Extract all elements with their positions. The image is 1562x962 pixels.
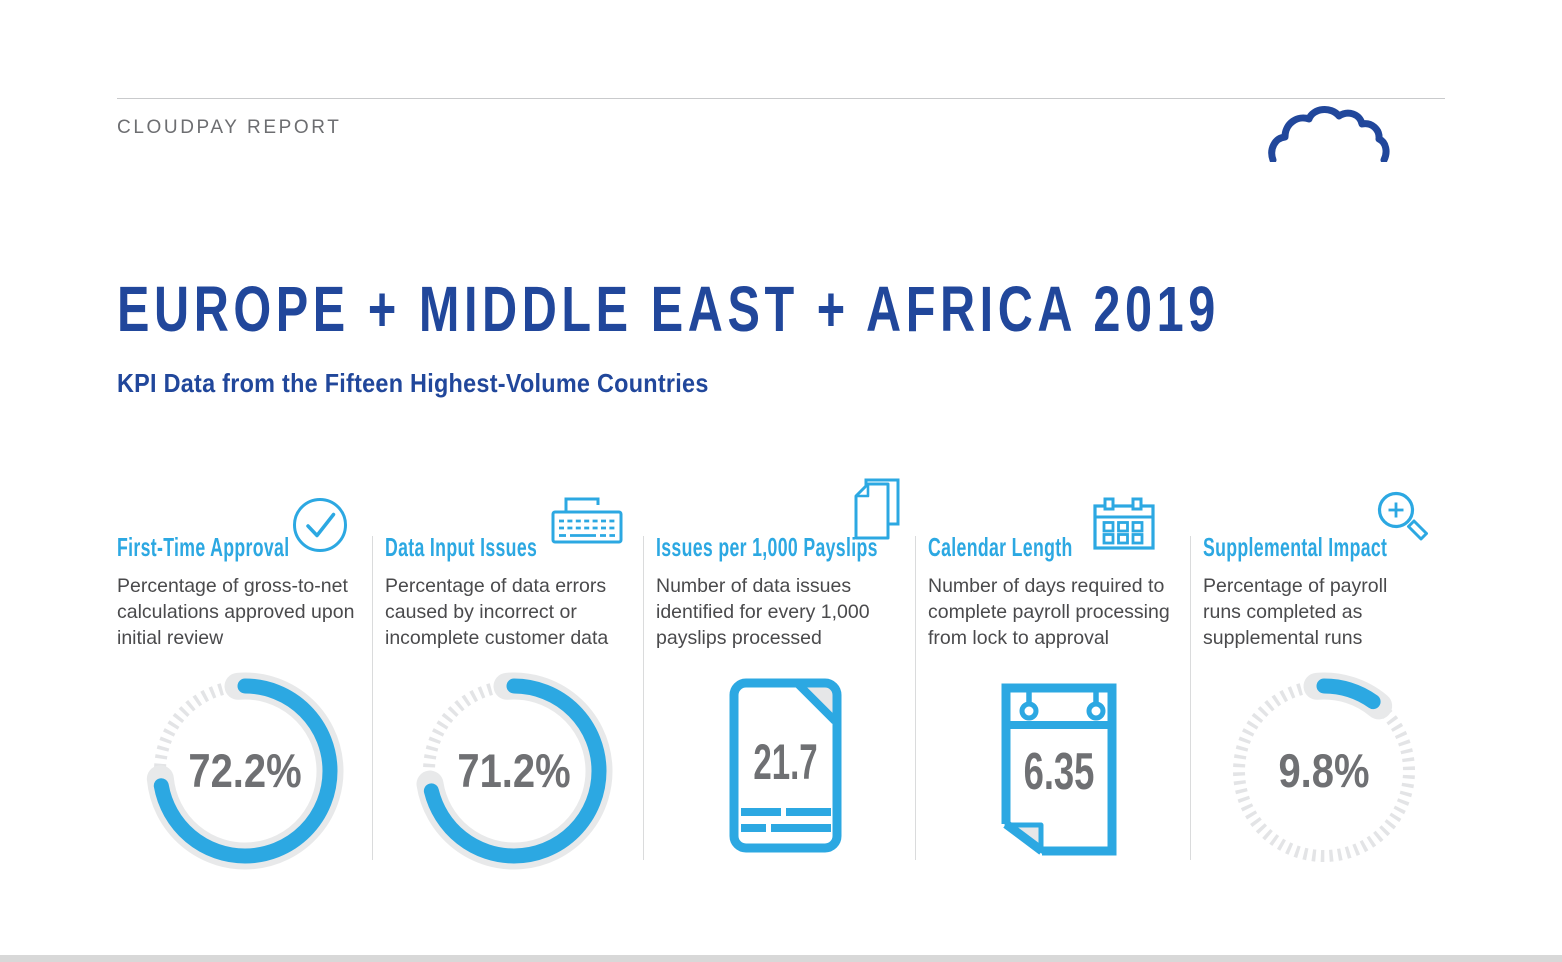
card-description: Number of days required to complete payr… (928, 575, 1170, 649)
kpi-value: 71.2% (457, 744, 571, 798)
calendar-icon (1093, 496, 1155, 555)
card-description: Number of data issues identified for eve… (656, 575, 870, 649)
card-description: Percentage of data errors caused by inco… (385, 575, 609, 649)
card-description: Percentage of gross-to-net calculations … (117, 575, 355, 649)
kpi-value: 21.7 (753, 733, 818, 790)
card-title: First-Time Approval (117, 532, 290, 562)
card-title: Supplemental Impact (1203, 532, 1388, 562)
report-label: CLOUDPAY REPORT (117, 117, 342, 138)
donut-chart-supplemental-impact: 9.8% (1219, 666, 1429, 876)
keyboard-icon (551, 494, 623, 549)
kpi-cards-row: First-Time Approval Percentage of gross-… (117, 470, 1445, 900)
cloudpay-cloud-logo-icon (1268, 104, 1390, 164)
calendar-figure-calendar-length: 6.35 (1001, 678, 1117, 858)
kpi-card-issues-per-1000-payslips: Issues per 1,000 Payslips Number of data… (643, 470, 915, 900)
kpi-value: 72.2% (187, 744, 302, 798)
donut-chart-first-time-approval: 72.2% (140, 666, 350, 876)
page-title: EUROPE + MIDDLE EAST + AFRICA 2019 (117, 273, 1220, 345)
documents-icon (854, 478, 900, 545)
header-rule (117, 98, 1445, 99)
donut-chart-data-input-issues: 71.2% (409, 666, 619, 876)
document-figure-issues-per-1000-payslips: 21.7 (729, 678, 842, 853)
magnifier-plus-icon (1374, 490, 1428, 557)
kpi-card-calendar-length: Calendar Length Number of days required … (915, 470, 1190, 900)
card-title: Issues per 1,000 Payslips (656, 532, 878, 562)
kpi-card-supplemental-impact: Supplemental Impact Percentage of payrol… (1190, 470, 1445, 900)
kpi-card-first-time-approval: First-Time Approval Percentage of gross-… (117, 470, 372, 900)
bottom-edge (0, 955, 1562, 962)
check-circle-icon (292, 497, 348, 558)
kpi-value: 6.35 (1023, 742, 1095, 801)
kpi-card-data-input-issues: Data Input Issues Percentage of data err… (372, 470, 643, 900)
card-title: Calendar Length (928, 532, 1073, 562)
page-subtitle: KPI Data from the Fifteen Highest-Volume… (117, 368, 709, 398)
card-description: Percentage of payroll runs completed as … (1203, 575, 1388, 649)
kpi-value: 9.8% (1278, 744, 1370, 798)
card-title: Data Input Issues (385, 532, 538, 562)
